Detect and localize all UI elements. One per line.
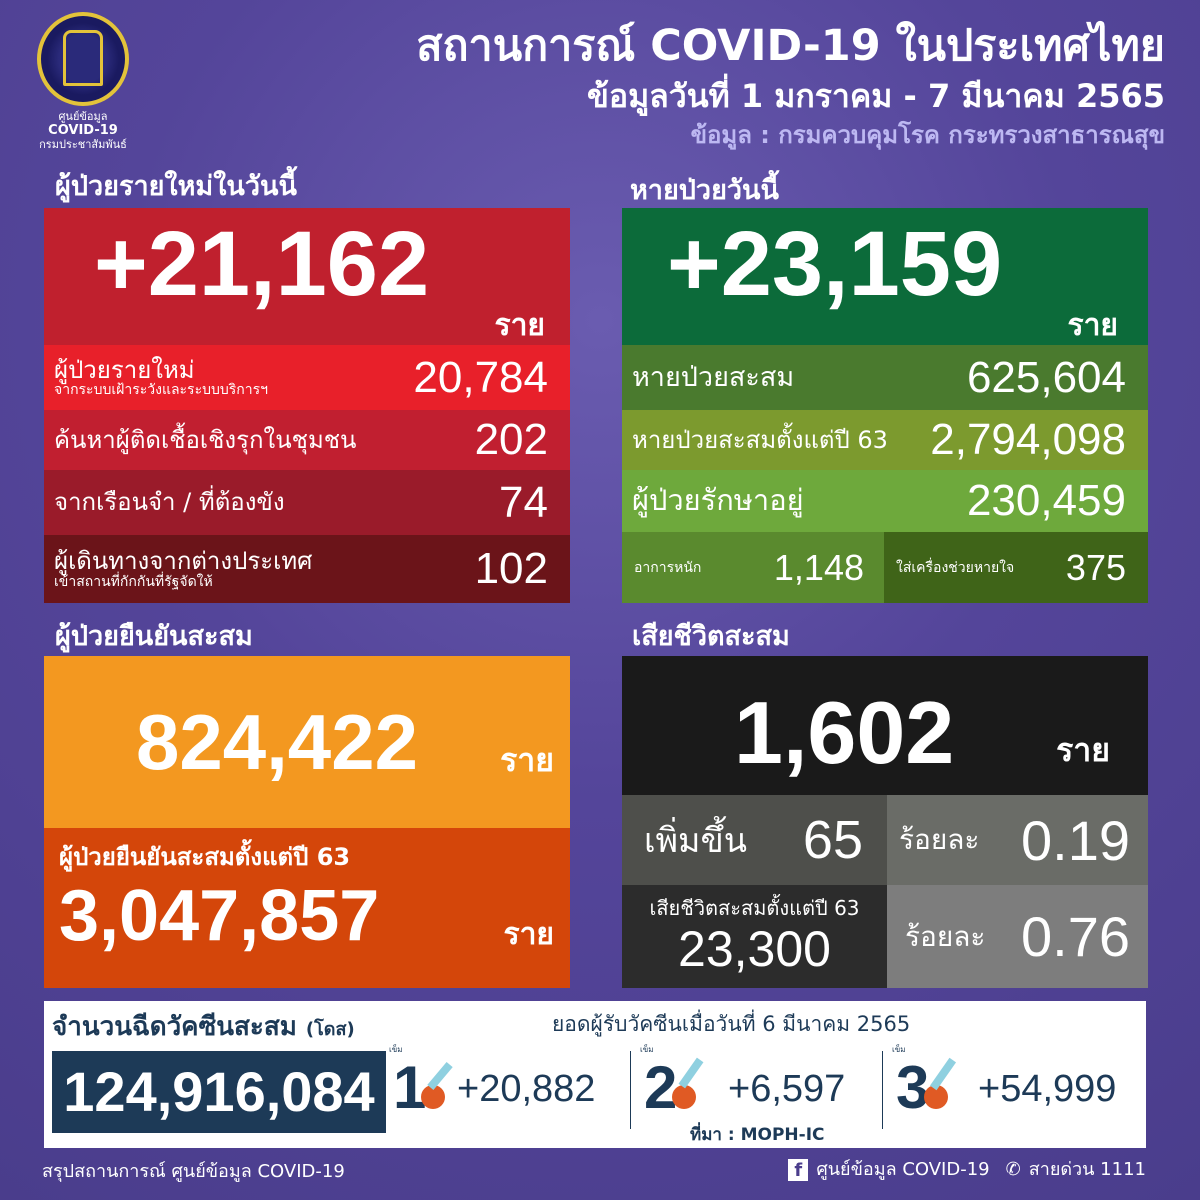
row-label: ผู้เดินทางจากต่างประเทศ เข้าสถานที่กักกัน… (54, 547, 313, 590)
death-since63-cell: เสียชีวิตสะสมตั้งแต่ปี 63 23,300 (622, 885, 887, 988)
dose-label: เข็ม (892, 1045, 906, 1054)
vaccine-panel: จำนวนฉีดวัคซีนสะสม (โดส) ยอดผู้รับวัคซีน… (44, 1001, 1146, 1148)
new-cases-row: จากเรือนจำ / ที่ต้องขัง 74 (44, 470, 570, 535)
death-pct-cell: ร้อยละ 0.19 (887, 795, 1148, 885)
row-label: ค้นหาผู้ติดเชื้อเชิงรุกในชุมชน (54, 425, 357, 454)
row-value: 202 (474, 415, 548, 464)
death-pct63-label: ร้อยละ (905, 919, 986, 953)
confirmed-total: 824,422 (136, 698, 418, 786)
footer-right: f ศูนย์ข้อมูล COVID-19 ✆ สายด่วน 1111 (788, 1159, 1146, 1181)
syringe-icon (929, 1057, 957, 1091)
death-increase-cell: เพิ่มขึ้น 65 (622, 795, 887, 885)
death-increase-label: เพิ่มขึ้น (644, 821, 747, 861)
syringe-icon (427, 1061, 453, 1091)
row-value: 230,459 (966, 476, 1126, 525)
row-label: หายป่วยสะสมตั้งแต่ปี 63 (632, 425, 888, 454)
logo-line: ศูนย์ข้อมูล (58, 110, 108, 123)
vaccine-daily-heading: ยอดผู้รับวัคซีนเมื่อวันที่ 6 มีนาคม 2565 (552, 1012, 911, 1036)
severe-cell: อาการหนัก 1,148 (622, 532, 884, 603)
logo-line: COVID-19 (48, 123, 118, 138)
vaccine-heading: จำนวนฉีดวัคซีนสะสม (โดส) (52, 1012, 355, 1042)
severe-value: 1,148 (773, 546, 864, 588)
dose-3: เข็ม 3 +54,999 (892, 1045, 1142, 1125)
recovered-unit: ราย (1067, 308, 1118, 343)
dose-value: +54,999 (978, 1068, 1117, 1110)
recovered-total: +23,159 (667, 213, 1003, 315)
logo-text: ศูนย์ข้อมูล COVID-19 กรมประชาสัมพันธ์ (20, 110, 146, 152)
ventilator-cell: ใส่เครื่องช่วยหายใจ 375 (884, 532, 1148, 603)
dose-value: +20,882 (457, 1068, 596, 1110)
dose-label: เข็ม (389, 1045, 403, 1054)
new-cases-total: +21,162 (94, 213, 430, 315)
row-value: 625,604 (966, 352, 1126, 402)
logo-emblem (37, 12, 129, 106)
ventilator-value: 375 (1065, 546, 1126, 588)
dose-number: 3 (896, 1054, 930, 1121)
deaths-total: 1,602 (734, 683, 955, 782)
facebook-icon[interactable]: f (788, 1159, 809, 1181)
data-source: ข้อมูล : กรมควบคุมโรค กระทรวงสาธารณสุข (690, 121, 1165, 149)
page-title: สถานการณ์ COVID-19 ในประเทศไทย (416, 21, 1165, 71)
new-cases-unit: ราย (494, 308, 545, 343)
syringe-icon (678, 1057, 704, 1089)
dose-number: 1 (393, 1054, 427, 1121)
new-cases-panel: +21,162 ราย ผู้ป่วยรายใหม่ จากระบบเฝ้าระว… (44, 208, 570, 603)
dose-number: 2 (644, 1054, 678, 1121)
row-label: จากเรือนจำ / ที่ต้องขัง (54, 488, 285, 517)
ventilator-label: ใส่เครื่องช่วยหายใจ (896, 559, 1015, 576)
divider (630, 1051, 631, 1129)
dose-1: เข็ม 1 +20,882 (389, 1045, 629, 1125)
vaccine-total: 124,916,084 (52, 1051, 386, 1133)
recovered-row: หายป่วยสะสมตั้งแต่ปี 63 2,794,098 (622, 410, 1148, 470)
deaths-heading: เสียชีวิตสะสม (632, 621, 790, 652)
row-label: หายป่วยสะสม (632, 361, 795, 393)
deaths-panel: 1,602 ราย เพิ่มขึ้น 65 ร้อยละ 0.19 เสียช… (622, 656, 1148, 988)
virus-syringe-icon (672, 1085, 696, 1109)
row-value: 2,794,098 (930, 415, 1126, 464)
confirmed-panel: 824,422 ราย ผู้ป่วยยืนยันสะสมตั้งแต่ปี 6… (44, 656, 570, 988)
row-value: 102 (474, 544, 548, 593)
severe-label: อาการหนัก (634, 559, 702, 576)
row-value: 74 (499, 477, 548, 527)
divider (882, 1051, 883, 1129)
death-pct63-value: 0.76 (1021, 905, 1130, 968)
death-pct-label: ร้อยละ (899, 823, 980, 856)
dose-label: เข็ม (640, 1045, 654, 1054)
new-cases-heading: ผู้ป่วยรายใหม่ในวันนี้ (55, 171, 297, 202)
dose-2: เข็ม 2 +6,597 (640, 1045, 880, 1125)
new-cases-row: ค้นหาผู้ติดเชื้อเชิงรุกในชุมชน 202 (44, 410, 570, 470)
recovered-panel: +23,159 ราย หายป่วยสะสม 625,604 หายป่วยส… (622, 208, 1148, 603)
confirmed-since63-unit: ราย (503, 917, 554, 952)
facebook-link[interactable]: ศูนย์ข้อมูล COVID-19 (816, 1159, 990, 1180)
logo-line: กรมประชาสัมพันธ์ (39, 138, 127, 151)
death-pct63-cell: ร้อยละ 0.76 (887, 885, 1148, 988)
confirmed-since63: ผู้ป่วยยืนยันสะสมตั้งแต่ปี 63 3,047,857 … (44, 828, 570, 988)
dose-value: +6,597 (728, 1068, 846, 1110)
new-cases-row: ผู้ป่วยรายใหม่ จากระบบเฝ้าระวังและระบบบริ… (44, 345, 570, 410)
date-range: ข้อมูลวันที่ 1 มกราคม - 7 มีนาคม 2565 (586, 77, 1165, 115)
new-cases-row: ผู้เดินทางจากต่างประเทศ เข้าสถานที่กักกัน… (44, 535, 570, 603)
vaccine-source: ที่มา : MOPH-IC (690, 1125, 825, 1145)
confirmed-heading: ผู้ป่วยยืนยันสะสม (55, 621, 253, 652)
death-increase-value: 65 (802, 810, 863, 870)
row-label: ผู้ป่วยรักษาอยู่ (632, 483, 804, 518)
death-since63-value: 23,300 (678, 921, 831, 977)
recovered-row: ผู้ป่วยรักษาอยู่ 230,459 (622, 470, 1148, 532)
deaths-unit: ราย (1056, 731, 1110, 769)
row-label: ผู้ป่วยรายใหม่ จากระบบเฝ้าระวังและระบบบริ… (54, 355, 268, 398)
confirmed-since63-value: 3,047,857 (59, 876, 380, 956)
death-since63-label: เสียชีวิตสะสมตั้งแต่ปี 63 (649, 896, 860, 920)
confirmed-since63-label: ผู้ป่วยยืนยันสะสมตั้งแต่ปี 63 (59, 843, 351, 871)
death-pct-value: 0.19 (1021, 808, 1130, 872)
row-value: 20,784 (413, 352, 548, 402)
recovered-row: หายป่วยสะสม 625,604 (622, 345, 1148, 410)
recovered-heading: หายป่วยวันนี้ (630, 175, 779, 206)
phone-icon: ✆ (1005, 1159, 1021, 1180)
hotline: สายด่วน 1111 (1028, 1159, 1146, 1180)
confirmed-unit: ราย (500, 741, 554, 779)
footer-left: สรุปสถานการณ์ ศูนย์ข้อมูล COVID-19 (42, 1161, 345, 1182)
